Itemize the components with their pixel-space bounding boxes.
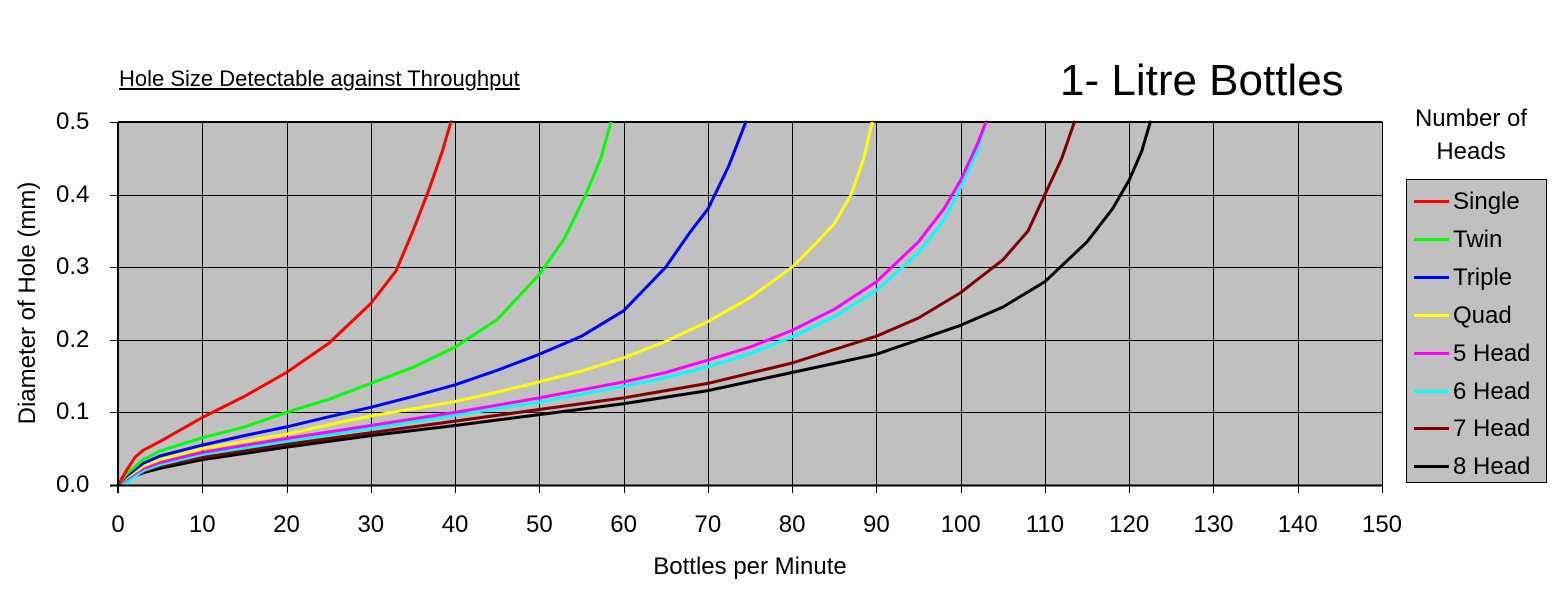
legend-label: Single — [1453, 188, 1520, 215]
x-tick-label: 50 — [525, 511, 553, 538]
series-line-8-head — [116, 120, 1152, 487]
x-tick-label: 90 — [863, 511, 890, 538]
x-tick-label: 40 — [441, 511, 469, 538]
y-tick-label: 0.3 — [56, 253, 90, 281]
legend-swatch — [1414, 313, 1449, 317]
legend-swatch — [1414, 237, 1449, 241]
legend: Single Twin Triple Quad 5 Head 6 Head 7 Head 8 … — [1406, 179, 1547, 483]
legend-swatch — [1414, 427, 1449, 431]
legend-swatch — [1414, 389, 1449, 393]
legend-label: Triple — [1453, 263, 1513, 291]
x-tick-label: 60 — [610, 511, 637, 538]
x-tick-label: 80 — [778, 511, 806, 538]
legend-title: Number of Heads — [1414, 105, 1528, 165]
x-tick-label: 130 — [1193, 511, 1234, 538]
legend-item-quad: Quad — [1407, 296, 1548, 334]
legend-label: Twin — [1453, 225, 1503, 253]
legend-item-8-head: 8 Head — [1407, 447, 1548, 485]
axes — [110, 121, 1383, 493]
legend-swatch — [1414, 351, 1449, 355]
y-tick-label: 0.1 — [56, 398, 90, 426]
legend-swatch — [1414, 275, 1449, 279]
x-tick-label: 100 — [940, 511, 981, 538]
y-tick-label: 0.2 — [56, 325, 90, 353]
legend-item-5-head: 5 Head — [1407, 334, 1548, 372]
series-line-twin — [116, 120, 613, 487]
series-line-quad — [116, 120, 874, 487]
series-lines — [116, 120, 1152, 487]
x-tick-label: 120 — [1109, 511, 1150, 538]
legend-item-twin: Twin — [1407, 220, 1548, 258]
legend-item-7-head: 7 Head — [1407, 409, 1548, 447]
x-tick-label: 10 — [188, 511, 216, 538]
legend-item-triple: Triple — [1407, 258, 1548, 296]
legend-swatch — [1414, 200, 1449, 203]
x-tick-label: 70 — [694, 511, 722, 538]
chart-subtitle: Hole Size Detectable against Throughput — [119, 66, 520, 91]
x-tick-label: 0 — [111, 511, 125, 538]
x-tick-label: 110 — [1025, 511, 1065, 538]
y-axis-label: Diameter of Hole (mm) — [14, 181, 41, 425]
x-tick-label: 140 — [1277, 511, 1318, 538]
legend-label: 5 Head — [1453, 339, 1531, 367]
y-tick-label: 0.5 — [56, 108, 90, 135]
gridlines — [118, 122, 1383, 486]
series-line-6-head — [116, 120, 988, 487]
x-tick-label: 30 — [357, 511, 385, 538]
series-line-single — [116, 120, 453, 487]
chart-title: 1- Litre Bottles — [1060, 56, 1344, 105]
legend-item-single: Single — [1407, 182, 1548, 220]
legend-label: 7 Head — [1453, 415, 1531, 443]
y-tick-label: 0.4 — [56, 180, 90, 208]
x-axis-label: Bottles per Minute — [653, 553, 847, 580]
legend-item-6-head: 6 Head — [1407, 372, 1548, 410]
legend-label: 8 Head — [1453, 453, 1531, 481]
series-line-7-head — [116, 120, 1076, 487]
x-tick-label: 150 — [1361, 511, 1403, 538]
legend-swatch — [1414, 465, 1449, 469]
series-line-triple — [116, 120, 748, 487]
legend-label: Quad — [1453, 301, 1512, 329]
y-tick-label: 0.0 — [56, 471, 90, 498]
series-line-5-head — [116, 120, 988, 487]
x-tick-label: 20 — [273, 511, 300, 538]
legend-label: 6 Head — [1453, 377, 1531, 405]
